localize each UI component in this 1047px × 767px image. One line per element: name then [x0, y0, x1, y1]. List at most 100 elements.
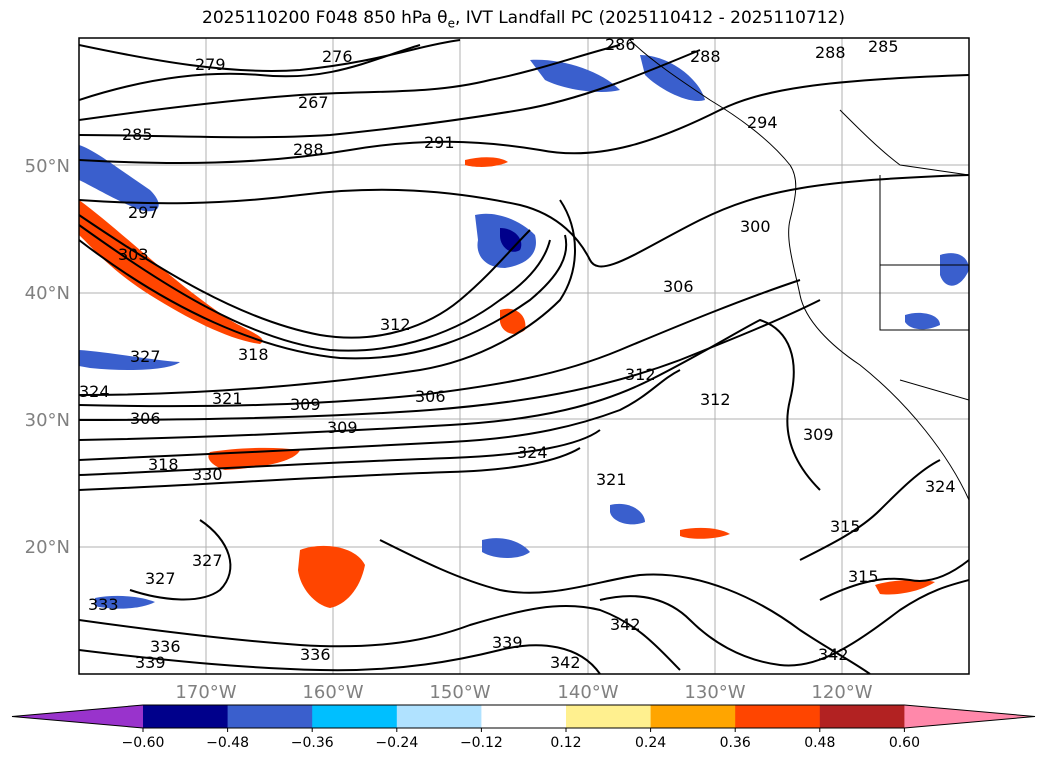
contour-label: 342 — [818, 645, 849, 664]
colorbar-segment — [819, 705, 905, 728]
lat-label: 40°N — [25, 283, 70, 304]
colorbar-extend-min — [12, 705, 143, 728]
contour-303 — [79, 214, 531, 339]
lat-label: 20°N — [25, 537, 70, 558]
contour-label: 306 — [415, 387, 446, 406]
blue-region-35n — [79, 350, 180, 370]
orange-region-52n — [465, 157, 508, 167]
orange-region-21n — [680, 527, 730, 539]
contour-315b — [819, 559, 969, 601]
contour-labels: 279 276 286 288 285 288 267 285 288 291 … — [79, 37, 956, 672]
contour-label: 267 — [298, 93, 329, 112]
coastlines — [629, 39, 969, 501]
lon-label: 170°W — [175, 682, 236, 703]
contour-label: 312 — [700, 390, 731, 409]
contour-324 — [79, 447, 581, 491]
blue-region-nv — [940, 253, 969, 286]
orange-region-west — [79, 200, 263, 344]
colorbar-segment — [735, 705, 821, 728]
contour-label: 339 — [135, 653, 166, 672]
contour-336 — [79, 605, 681, 671]
contour-label: 342 — [610, 615, 641, 634]
colorbar-tick-label: 0.60 — [889, 735, 920, 751]
contour-label: 288 — [815, 43, 846, 62]
contour-321 — [79, 429, 601, 476]
contour-label: 327 — [145, 569, 176, 588]
orange-region-baja — [875, 579, 935, 595]
contour-label: 315 — [848, 567, 879, 586]
contour-342 — [599, 579, 969, 667]
colorbar-segment — [566, 705, 652, 728]
contour-label: 288 — [690, 47, 721, 66]
contour-label: 306 — [130, 409, 161, 428]
contour-label: 336 — [150, 637, 181, 656]
contour-label: 321 — [212, 389, 243, 408]
contour-label: 324 — [925, 477, 956, 496]
coastline-na — [629, 39, 969, 501]
colorbar-segment — [312, 705, 398, 728]
contour-312b — [79, 318, 821, 491]
lon-label: 140°W — [557, 682, 618, 703]
contour-327 — [129, 519, 232, 601]
colorbar: −0.60 −0.48 −0.36 −0.24 −0.12 0.12 0.24 0.36 0.4… — [11, 704, 1036, 751]
contour-label: 288 — [293, 140, 324, 159]
contour-label: 306 — [663, 277, 694, 296]
colorbar-tick-label: 0.24 — [635, 735, 666, 751]
contour-288 — [79, 49, 701, 139]
contour-label: 309 — [803, 425, 834, 444]
contour-label: 312 — [380, 315, 411, 334]
contour-label: 303 — [118, 245, 149, 264]
contour-label: 318 — [148, 455, 179, 474]
contour-label: 309 — [327, 418, 358, 437]
colorbar-segment — [143, 705, 229, 728]
contour-label: 300 — [740, 217, 771, 236]
contour-label: 285 — [868, 37, 899, 56]
border-ca-nv — [879, 265, 969, 331]
colorbar-tick-label: −0.36 — [291, 735, 334, 751]
colorbar-tick-label: −0.12 — [460, 735, 503, 751]
blue-region-15n — [95, 595, 155, 609]
contour-315 — [799, 459, 941, 561]
lat-label: 50°N — [25, 156, 70, 177]
contour-279 — [79, 39, 461, 72]
contour-333 — [379, 539, 871, 674]
contour-label: 312 — [625, 365, 656, 384]
contour-label: 279 — [195, 55, 226, 74]
contour-label: 315 — [830, 517, 861, 536]
blue-region-20n — [482, 538, 530, 558]
contour-label: 324 — [79, 382, 110, 401]
contour-339 — [79, 644, 601, 674]
contour-label: 330 — [192, 465, 223, 484]
contour-label: 276 — [322, 47, 353, 66]
lon-label: 120°W — [811, 682, 872, 703]
colorbar-extend-max — [904, 705, 1035, 728]
contour-label: 321 — [596, 470, 627, 489]
contour-label: 327 — [130, 347, 161, 366]
border-az — [899, 379, 969, 401]
colorbar-tick-label: −0.60 — [122, 735, 165, 751]
blue-region-ca — [905, 312, 940, 330]
contour-label: 309 — [290, 395, 321, 414]
lat-labels: 50°N 40°N 30°N 20°N — [25, 156, 70, 558]
contour-label: 342 — [550, 653, 581, 672]
map-title: 2025110200 F048 850 hPa θe, IVT Landfall… — [202, 8, 845, 31]
contour-297 — [79, 174, 969, 268]
contour-label: 327 — [192, 551, 223, 570]
map-frame — [78, 37, 970, 675]
colorbar-tick-label: 0.36 — [720, 735, 751, 751]
colorbar-segment — [396, 705, 482, 728]
contour-label: 336 — [300, 645, 331, 664]
colorbar-tick-label: 0.12 — [550, 735, 581, 751]
contour-318 — [79, 369, 681, 461]
blue-region-22n — [610, 503, 645, 525]
lat-label: 30°N — [25, 410, 70, 431]
contour-label: 294 — [747, 113, 778, 132]
contour-291 — [79, 74, 969, 164]
contour-label: 333 — [88, 595, 119, 614]
blue-region-alaska — [640, 55, 705, 101]
contour-label: 285 — [122, 125, 153, 144]
colorbar-tick-label: −0.48 — [206, 735, 249, 751]
contour-label: 297 — [128, 203, 159, 222]
lon-label: 130°W — [684, 682, 745, 703]
